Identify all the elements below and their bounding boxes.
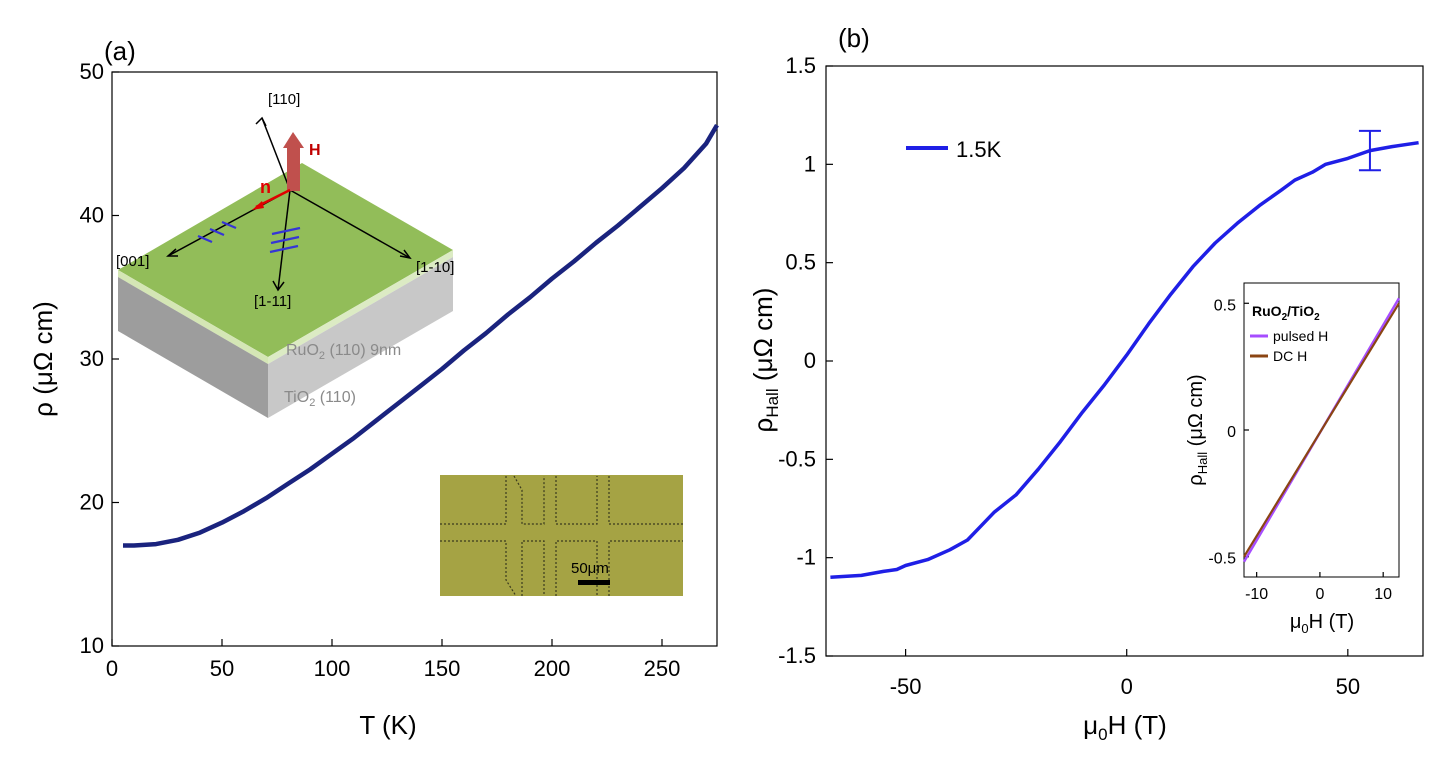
inset-ticks: -10 0 10 -0.5 0 0.5 [1208,297,1392,603]
panel-b-y-tick-label: -1 [796,545,816,570]
dir-label-1-11: [1-11] [254,293,291,310]
hall-curve-1-5k [830,140,1419,580]
film-left-edge [118,270,268,364]
arrow-1-10 [289,189,411,259]
dir-label-1-10: [1-10] [416,259,454,276]
panel-a-x-tick-label: 100 [314,656,351,681]
film-right-edge [268,250,453,364]
panel-b-inset: -10 0 10 -0.5 0 0.5 RuO2/TiO2 pulsed H DC H μ… [1185,282,1401,636]
dir-label-110: [110] [268,91,300,108]
inset-data [1242,297,1401,563]
arrow-110-head [255,116,267,127]
panel-b-y-tick-label: 0 [804,348,816,373]
field-arrow-shaft [287,147,300,191]
panel-b-x-axis-label: μ0H (T) [1083,710,1167,744]
panel-a-ticks: 0 50 100 150 200 250 10 20 30 40 50 [80,59,681,681]
dash-marks-1-11 [269,226,301,254]
panel-a-y-tick-label: 50 [80,59,104,84]
neel-vector-label: n [260,177,271,197]
inset-title: RuO2/TiO2 [1252,303,1320,323]
neel-vector-head [252,201,264,210]
layer-label-film: RuO2 (110) 9nm [286,342,401,362]
inset-legend-label-pulsed: pulsed H [1273,328,1328,344]
panel-a-y-axis-label: ρ (μΩ cm) [28,301,58,417]
scale-bar [578,580,610,585]
panel-a-x-tick-label: 50 [210,656,234,681]
legend-label-1-5k: 1.5K [956,137,1002,162]
panel-b-x-tick-label: -50 [890,674,922,699]
panel-b-y-axis-label: ρHall (μΩ cm) [748,288,782,433]
panel-a-x-tick-label: 150 [424,656,461,681]
rho-vs-t-curve [123,123,719,548]
panel-a-y-tick-label: 40 [80,203,104,228]
panel-b-x-tick-label: 0 [1121,674,1133,699]
dir-label-001: [001] [116,253,149,270]
arrow-1-10-head [399,249,412,260]
substrate-right-face [268,257,453,418]
inset-y-tick-label: -0.5 [1208,551,1236,568]
panel-b-y-tick-label: -0.5 [778,446,816,471]
micrograph-background [440,475,683,596]
panel-b-label: (b) [838,23,870,53]
scale-bar-label: 50μm [571,560,609,577]
panel-b: (b) -50 0 50 -1.5 -1 -0.5 0 0.5 1 1.5 μ0H (T) ρHa… [748,23,1424,744]
panel-b-x-tick-label: 50 [1336,674,1360,699]
inset-y-axis-label: ρHall (μΩ cm) [1185,374,1210,485]
panel-a-y-tick-label: 20 [80,490,104,515]
device-micrograph: 50μm [440,475,683,597]
panel-a-label: (a) [104,36,136,66]
hall-bar-pattern [440,475,683,597]
inset-curve-dc [1243,302,1400,558]
inset-x-tick-label: 10 [1374,586,1392,603]
panel-b-y-tick-label: 1 [804,151,816,176]
inset-x-tick-label: -10 [1245,586,1268,603]
arrow-1-11-head [272,280,285,292]
panel-b-y-tick-label: 1.5 [785,53,816,78]
substrate-left-face [118,277,268,418]
panel-b-legend: 1.5K [906,137,1002,162]
panel-a-data [123,123,719,548]
panel-a: (a) 0 50 100 150 200 250 10 20 30 40 50 T (K) ρ (μ… [28,36,719,740]
arrow-001-head [166,248,178,257]
panel-a-x-tick-label: 250 [644,656,681,681]
arrow-110 [261,117,291,191]
film-top-face [118,163,453,357]
panel-a-y-tick-label: 30 [80,346,104,371]
inset-x-tick-label: 0 [1315,586,1324,603]
layer-label-substrate: TiO2 (110) [284,389,356,409]
inset-y-tick-label: 0 [1227,424,1236,441]
panel-b-y-tick-label: -1.5 [778,643,816,668]
crystal-schematic: [110] [001] [1-10] [1-11] H n RuO2 (110)… [116,91,454,418]
field-label: H [309,142,321,159]
panel-a-x-tick-label: 200 [534,656,571,681]
panel-a-x-tick-label: 0 [106,656,118,681]
inset-x-axis-label: μ0H (T) [1290,611,1354,636]
field-arrow-head [283,132,304,148]
inset-legend-label-dc: DC H [1273,348,1307,364]
panel-b-data [830,129,1419,580]
panel-a-y-tick-label: 10 [80,633,104,658]
panel-b-ticks: -50 0 50 -1.5 -1 -0.5 0 0.5 1 1.5 [778,53,1360,699]
dash-marks-001 [197,220,237,244]
panel-a-x-axis-label: T (K) [359,710,416,740]
inset-y-tick-label: 0.5 [1214,297,1236,314]
panel-b-y-tick-label: 0.5 [785,250,816,275]
